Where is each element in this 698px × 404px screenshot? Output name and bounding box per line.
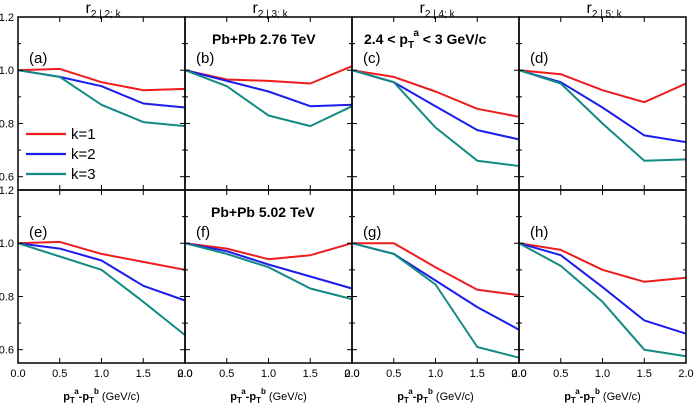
panel-tag: (h) bbox=[530, 224, 548, 241]
annotations: Pb+Pb 2.76 TeV Pb+Pb 5.02 TeV 2.4 < pTa … bbox=[211, 28, 486, 220]
annotation-pt-range: 2.4 < pTa < 3 GeV/c bbox=[364, 28, 486, 51]
panel-tag: (g) bbox=[363, 224, 381, 241]
series-line-k1 bbox=[518, 69, 687, 104]
x-tick-label: 1.5 bbox=[136, 368, 151, 380]
x-tick-label: 0.0 bbox=[10, 368, 25, 380]
x-tick-label: 1.5 bbox=[303, 368, 318, 380]
y-tick-label: 1.2 bbox=[0, 185, 14, 197]
series-line-k3 bbox=[518, 69, 687, 162]
series-line-k1 bbox=[17, 67, 186, 92]
x-tick-label: 0.0 bbox=[511, 368, 526, 380]
column-titles: r2 | 2; k r2 | 3; k r2 | 4; k r2 | 5; k bbox=[86, 0, 623, 20]
x-tick-label: 1.5 bbox=[470, 368, 485, 380]
series-line-k3 bbox=[351, 242, 520, 359]
x-axis-ticks: 0.0 0.5 1.0 1.5 2.00.0 0.5 1.0 1.5 2.00.0 0.5 1.0 1… bbox=[10, 368, 693, 380]
series-line-k1 bbox=[184, 65, 353, 85]
panel-ticks bbox=[518, 189, 687, 363]
series-line-k2 bbox=[518, 69, 687, 144]
x-tick-label: 2.0 bbox=[678, 368, 693, 380]
panel-tag: (a) bbox=[29, 50, 47, 67]
legend-item-k1: k=1 bbox=[26, 126, 96, 143]
series-line-k2 bbox=[17, 242, 186, 302]
series-line-k2 bbox=[184, 69, 353, 108]
panel-e: (e) bbox=[17, 189, 186, 364]
series-line-k1 bbox=[184, 242, 353, 261]
x-tick-label: 0.5 bbox=[553, 368, 568, 380]
panel-frame bbox=[518, 16, 687, 191]
panel-frame bbox=[17, 189, 186, 364]
x-axis-label: pTa-pTb (GeV/c) bbox=[230, 387, 307, 404]
annotation-pbpb-276: Pb+Pb 2.76 TeV bbox=[212, 31, 316, 47]
series-line-k3 bbox=[184, 69, 353, 128]
panel-ticks bbox=[518, 16, 687, 190]
y-tick-label: 0.6 bbox=[0, 172, 14, 184]
y-tick-label: 1.0 bbox=[0, 238, 14, 250]
panel-ticks bbox=[351, 189, 520, 363]
panel-tag: (d) bbox=[530, 50, 548, 67]
y-tick-label: 0.8 bbox=[0, 291, 14, 303]
x-tick-label: 1.5 bbox=[637, 368, 652, 380]
series-line-k1 bbox=[352, 242, 520, 297]
panel-tag: (b) bbox=[196, 50, 214, 67]
legend: k=1 k=2 k=3 bbox=[26, 126, 96, 183]
x-tick-label: 2.0 bbox=[344, 368, 359, 380]
x-tick-label: 0.0 bbox=[177, 368, 192, 380]
series-line-k1 bbox=[351, 69, 520, 118]
column-title-4: r2 | 5; k bbox=[587, 0, 623, 20]
x-axis-label: pTa-pTb (GeV/c) bbox=[397, 387, 474, 404]
panel-frame bbox=[518, 189, 687, 364]
x-tick-label: 0.5 bbox=[219, 368, 234, 380]
legend-item-k3: k=3 bbox=[26, 166, 96, 183]
y-tick-label: 1.2 bbox=[0, 12, 14, 24]
panel-tag: (f) bbox=[196, 224, 210, 241]
panels-group: (a) (b) (c) (d) (e) (f) (g) (h) bbox=[17, 16, 687, 364]
panel-tag: (c) bbox=[363, 50, 381, 67]
x-axis-labels: pTa-pTb (GeV/c) pTa-pTb (GeV/c) pTa-pTb (G… bbox=[63, 387, 641, 404]
series-line-k1 bbox=[518, 242, 687, 283]
x-tick-label: 2.0 bbox=[177, 368, 192, 380]
series-line-k3 bbox=[351, 69, 520, 167]
y-tick-label: 1.0 bbox=[0, 65, 14, 77]
annotation-pbpb-502: Pb+Pb 5.02 TeV bbox=[211, 204, 315, 220]
column-title-2: r2 | 3; k bbox=[253, 0, 289, 20]
panel-ticks bbox=[17, 189, 186, 363]
series-line-k3 bbox=[518, 242, 687, 358]
y-tick-label: 0.6 bbox=[0, 345, 14, 357]
x-tick-label: 1.0 bbox=[94, 368, 109, 380]
x-axis-label: pTa-pTb (GeV/c) bbox=[564, 387, 641, 404]
x-axis-label: pTa-pTb (GeV/c) bbox=[63, 387, 140, 404]
series-line-k3 bbox=[17, 242, 186, 336]
legend-item-k2: k=2 bbox=[26, 146, 96, 163]
series-line-k3 bbox=[184, 242, 353, 301]
series-line-k2 bbox=[351, 69, 520, 141]
x-tick-label: 1.0 bbox=[428, 368, 443, 380]
y-tick-label: 0.8 bbox=[0, 118, 14, 130]
panel-h: (h) bbox=[518, 189, 687, 364]
column-title-1: r2 | 2; k bbox=[86, 0, 122, 20]
panel-frame bbox=[17, 16, 186, 191]
legend-label: k=1 bbox=[71, 126, 96, 143]
legend-label: k=3 bbox=[71, 166, 96, 183]
x-tick-label: 1.0 bbox=[261, 368, 276, 380]
column-title-3: r2 | 4; k bbox=[420, 0, 456, 20]
panel-d: (d) bbox=[518, 16, 687, 191]
x-tick-label: 0.5 bbox=[52, 368, 67, 380]
series-line-k2 bbox=[351, 242, 520, 331]
y-axis-ticks: 0.60.81.01.20.60.81.01.2 bbox=[0, 12, 14, 357]
x-tick-label: 2.0 bbox=[511, 368, 526, 380]
panel-g: (g) bbox=[351, 189, 520, 364]
series-line-k1 bbox=[17, 240, 186, 271]
panel-frame bbox=[351, 189, 520, 364]
x-tick-label: 0.0 bbox=[344, 368, 359, 380]
panel-a: (a) bbox=[17, 16, 186, 191]
x-tick-label: 1.0 bbox=[595, 368, 610, 380]
series-line-k3 bbox=[17, 69, 186, 128]
panel-ticks bbox=[17, 16, 186, 190]
legend-label: k=2 bbox=[71, 146, 96, 163]
x-tick-label: 0.5 bbox=[386, 368, 401, 380]
series-line-k2 bbox=[184, 242, 353, 290]
panel-tag: (e) bbox=[29, 224, 47, 241]
series-line-k2 bbox=[518, 242, 687, 335]
